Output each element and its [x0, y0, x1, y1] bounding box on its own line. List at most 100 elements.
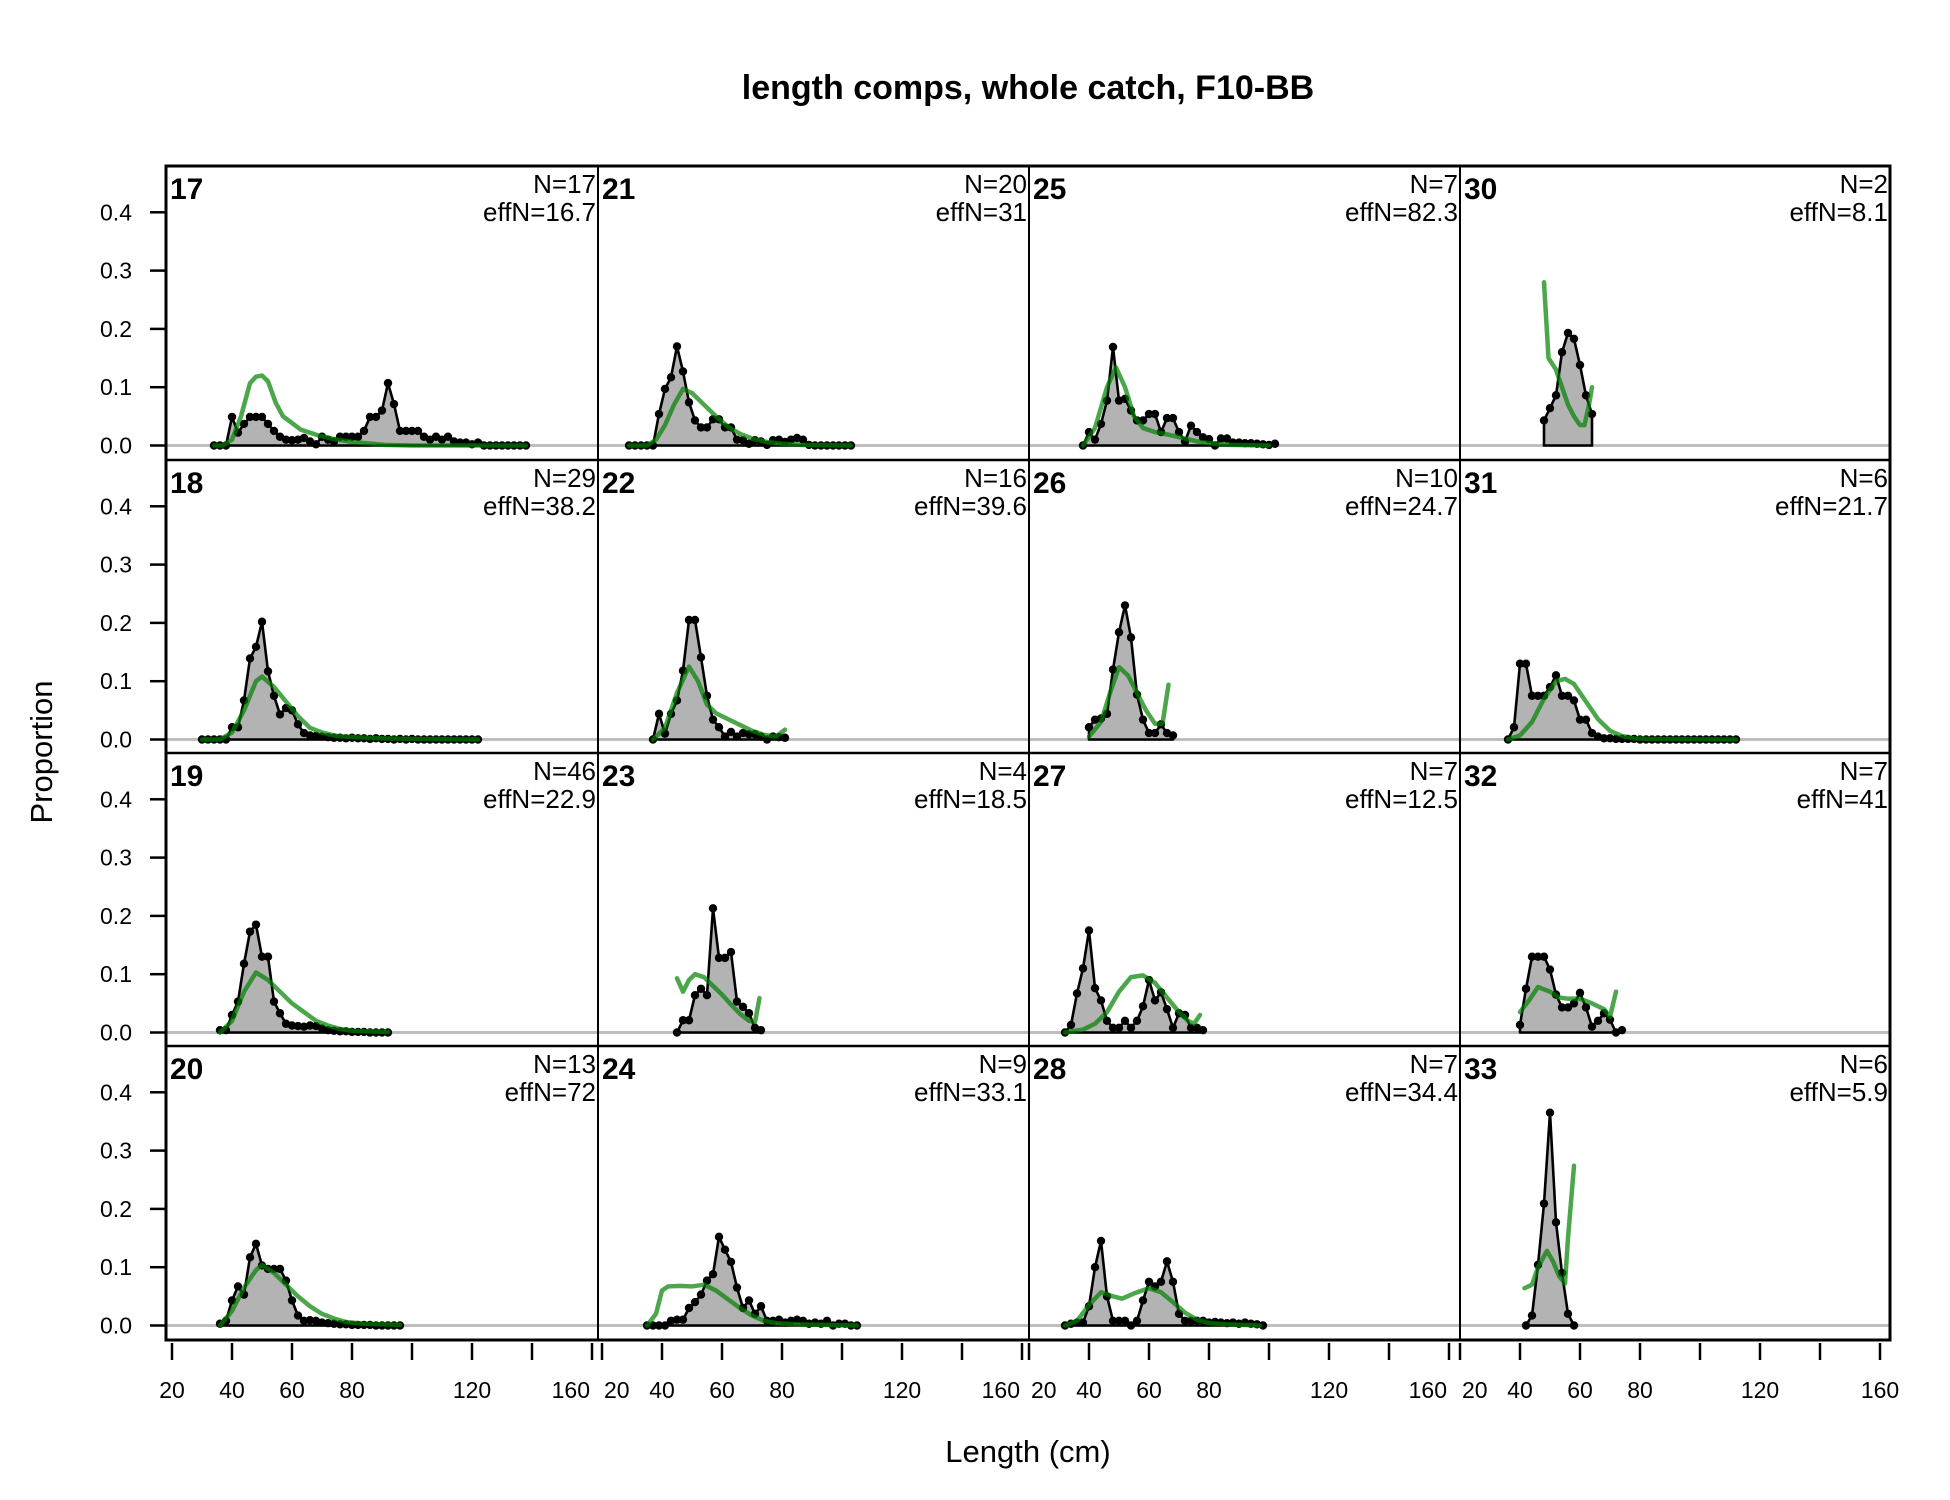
observed-point	[1120, 1316, 1130, 1326]
panel-n-label: N=7	[1410, 169, 1458, 199]
observed-point	[1108, 1023, 1118, 1033]
observed-point	[1557, 348, 1567, 357]
expected-line	[1062, 973, 1203, 1035]
observed-point	[377, 406, 387, 415]
observed-point	[672, 1028, 682, 1037]
expected-line	[1086, 664, 1171, 739]
x-tick-label: 160	[1861, 1377, 1899, 1403]
panel-n-label: N=10	[1395, 463, 1458, 493]
observed-point	[744, 1296, 754, 1305]
observed-point	[1563, 1309, 1573, 1319]
observed-point	[275, 1264, 285, 1274]
observed-point	[690, 990, 700, 1000]
x-tick-label: 160	[552, 1377, 590, 1403]
observed-point	[1186, 421, 1196, 430]
x-tick-label: 20	[159, 1377, 185, 1403]
expected-line	[217, 1262, 403, 1328]
observed-point	[654, 709, 664, 719]
panel-year-label: 20	[170, 1053, 203, 1086]
observed-point	[1144, 409, 1154, 419]
observed-point	[1174, 427, 1184, 437]
observed-point	[1198, 1025, 1208, 1035]
panel-effn-label: effN=34.4	[1345, 1077, 1458, 1107]
observed-point	[251, 412, 261, 422]
observed-point	[1533, 952, 1543, 961]
observed-point	[1168, 1023, 1178, 1033]
x-tick-label: 120	[883, 1377, 921, 1403]
observed-point	[251, 642, 261, 652]
observed-point	[756, 1302, 766, 1311]
panel-year-label: 28	[1033, 1053, 1066, 1086]
observed-point	[1078, 1318, 1088, 1327]
observed-point	[654, 409, 664, 419]
observed-point	[245, 927, 255, 936]
observed-point	[1084, 723, 1094, 732]
x-tick-label: 40	[649, 1377, 675, 1403]
observed-point	[654, 1321, 664, 1330]
observed-point	[1090, 983, 1100, 993]
observed-point	[1509, 723, 1519, 732]
observed-point	[1222, 434, 1232, 443]
observed-point	[1162, 413, 1172, 423]
panel-n-label: N=29	[533, 463, 596, 493]
observed-point	[696, 1290, 706, 1299]
x-tick-label: 60	[1567, 1377, 1593, 1403]
observed-point	[666, 373, 676, 382]
observed-point	[1575, 988, 1585, 998]
x-tick-label: 160	[1409, 1377, 1447, 1403]
observed-point	[1168, 731, 1178, 740]
observed-point	[359, 426, 369, 436]
y-tick-label: 0.2	[100, 1196, 132, 1222]
observed-point	[1138, 715, 1148, 724]
x-tick-label: 60	[1136, 1377, 1162, 1403]
panel-n-label: N=6	[1840, 1049, 1888, 1079]
observed-point	[660, 384, 670, 394]
x-tick-label: 120	[1310, 1377, 1348, 1403]
observed-point	[227, 412, 237, 422]
observed-point	[383, 378, 393, 388]
observed-point	[1515, 659, 1525, 668]
y-tick-label: 0.3	[100, 1138, 132, 1164]
panel-year-label: 27	[1033, 760, 1066, 793]
observed-point	[678, 367, 688, 376]
expected-line	[1505, 676, 1739, 742]
observed-point	[1581, 715, 1591, 724]
x-tick-label: 40	[1507, 1377, 1533, 1403]
observed-point	[672, 1315, 682, 1324]
panel-effn-label: effN=8.1	[1789, 197, 1888, 227]
panel-n-label: N=7	[1410, 756, 1458, 786]
panel-n-label: N=2	[1840, 169, 1888, 199]
panel-year-label: 26	[1033, 467, 1066, 500]
observed-point	[678, 1315, 688, 1324]
expected-line	[217, 970, 391, 1035]
y-tick-label: 0.0	[100, 1020, 132, 1046]
panel-year-label: 22	[602, 467, 635, 500]
observed-point	[1144, 1277, 1154, 1286]
observed-point	[257, 952, 267, 961]
panel-effn-label: effN=21.7	[1775, 491, 1888, 521]
observed-point	[696, 653, 706, 662]
observed-point	[251, 920, 261, 929]
observed-point	[1090, 1263, 1100, 1272]
observed-point	[395, 426, 405, 436]
y-tick-label: 0.0	[100, 433, 132, 459]
panel-n-label: N=17	[533, 169, 596, 199]
observed-point	[1168, 413, 1178, 423]
expected-line	[1080, 365, 1272, 448]
observed-point	[1162, 1257, 1172, 1266]
observed-point	[1126, 633, 1136, 642]
observed-point	[1521, 984, 1531, 993]
observed-point	[1270, 439, 1280, 448]
observed-point	[732, 997, 742, 1006]
observed-point	[708, 1269, 718, 1279]
panel-year-label: 17	[170, 173, 203, 206]
observed-point	[1533, 691, 1543, 700]
observed-point	[744, 1009, 754, 1018]
observed-point	[245, 412, 255, 422]
panel-year-label: 18	[170, 467, 203, 500]
observed-point	[1102, 1016, 1112, 1026]
y-tick-label: 0.2	[100, 903, 132, 929]
